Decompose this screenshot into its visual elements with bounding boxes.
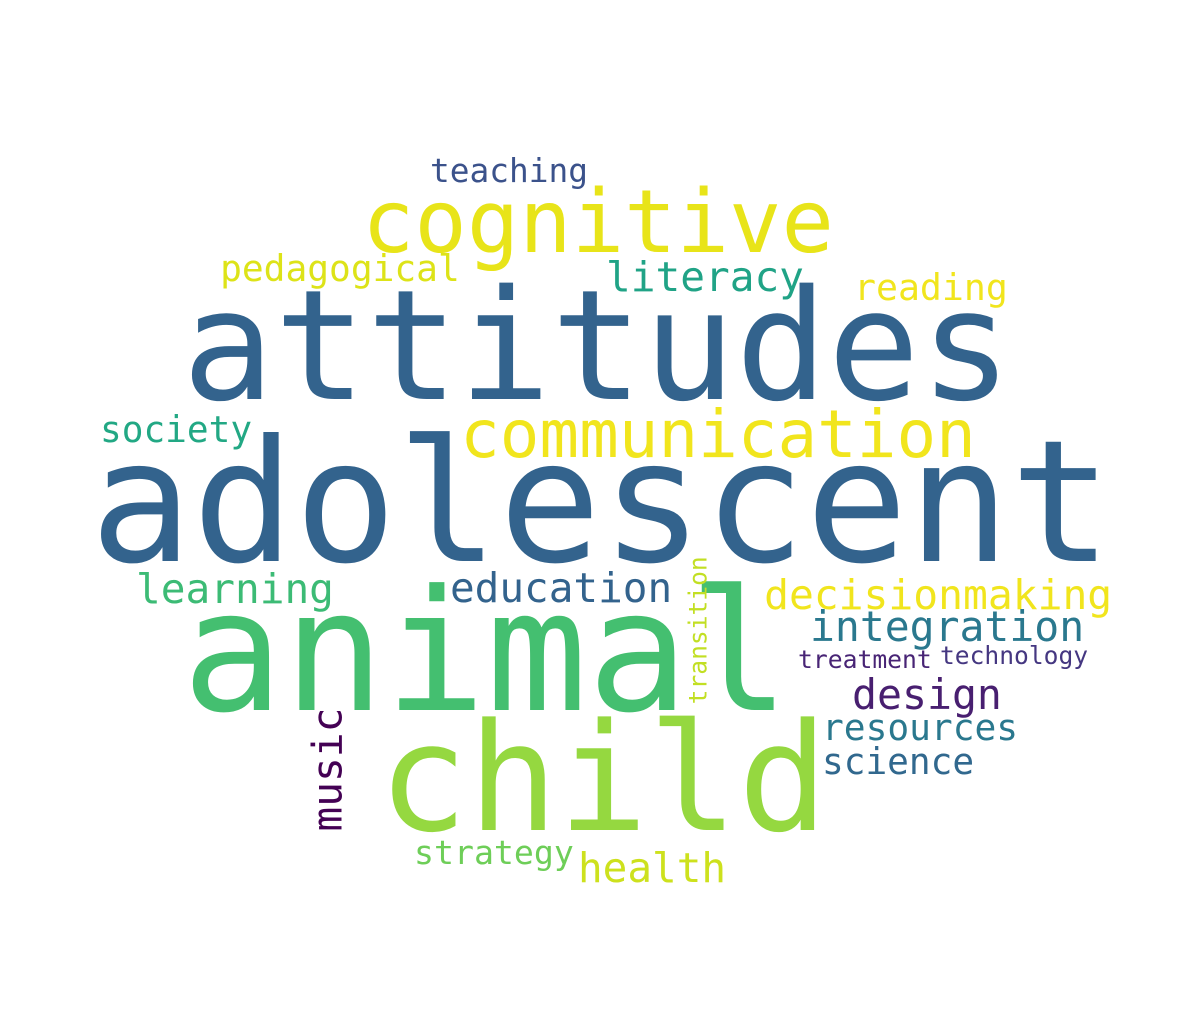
word-communication: communication [460, 396, 976, 473]
word-design: design [852, 670, 1002, 720]
word-science: science [822, 741, 975, 783]
word-health: health [578, 843, 727, 892]
word-transition: transition [683, 555, 713, 705]
word-teaching: teaching [430, 151, 588, 190]
word-pedagogical: pedagogical [220, 246, 460, 290]
word-music: music [303, 707, 352, 832]
word-resources: resources [822, 705, 1019, 749]
word-integration: integration [810, 603, 1085, 652]
word-strategy: strategy [414, 833, 574, 873]
word-decisionmaking: decisionmaking [764, 571, 1113, 620]
word-attitudes: attitudes [182, 258, 1013, 437]
word-literacy: literacy [606, 253, 804, 302]
word-society: society [100, 409, 253, 451]
word-reading: reading [854, 265, 1008, 309]
word-education: education [450, 563, 673, 612]
word-cognitive: cognitive [362, 171, 834, 274]
word-animal: animal [182, 553, 790, 750]
word-treatment: treatment [798, 644, 932, 674]
word-child: child [378, 692, 829, 867]
word-technology: technology [940, 640, 1089, 670]
word-learning: learning [136, 565, 334, 614]
word-adolescent: adolescent [90, 404, 1113, 603]
